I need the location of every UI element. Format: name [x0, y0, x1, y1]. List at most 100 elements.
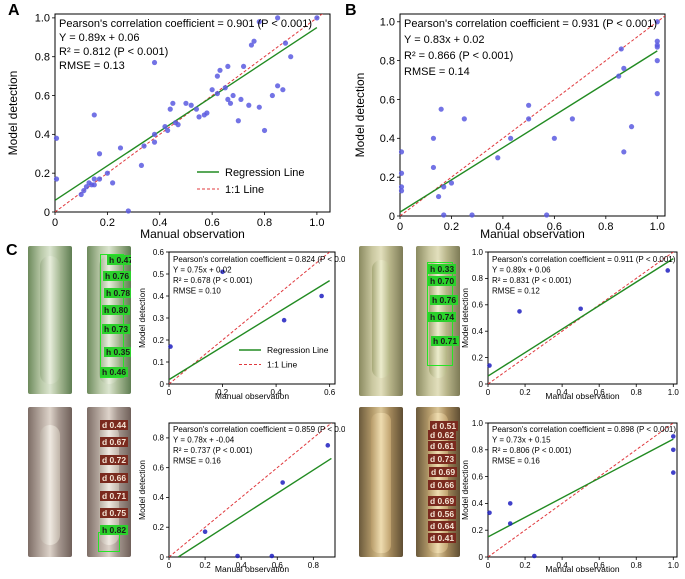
data-point [654, 58, 660, 64]
data-point [507, 501, 513, 506]
data-point [438, 106, 444, 112]
data-point [202, 529, 208, 534]
data-point [165, 127, 171, 134]
stat-line: Pearson's correlation coefficient = 0.91… [492, 255, 676, 264]
x-tick-label: 0.4 [495, 221, 510, 233]
legend-regression-label: Regression Line [225, 167, 305, 179]
x-axis-label: Manual observation [545, 391, 619, 401]
y-tick-label: 0.4 [153, 493, 165, 502]
data-point [461, 116, 467, 122]
data-point [544, 212, 550, 218]
detection-label: h 0.73 [102, 324, 131, 334]
data-point [441, 184, 447, 190]
identity-line [169, 423, 333, 557]
y-tick-label: 0.4 [153, 292, 165, 301]
data-point [275, 83, 281, 89]
data-point [188, 102, 194, 108]
x-tick-label: 0.6 [594, 388, 606, 397]
x-tick-label: 0.2 [519, 561, 531, 570]
data-point [204, 110, 210, 116]
detection-label: h 0.46 [100, 367, 129, 377]
y-tick-label: 0.8 [380, 55, 395, 67]
detection-label: d 0.41 [428, 533, 457, 543]
y-tick-label: 0.1 [153, 358, 165, 367]
x-axis-label: Manual observation [215, 564, 289, 574]
data-point [256, 104, 262, 110]
x-tick-label: 0.4 [152, 217, 167, 229]
data-point [435, 193, 442, 200]
data-point [281, 317, 287, 323]
detection-label: d 0.66 [100, 473, 129, 483]
stat-line: Y = 0.73x + 0.15 [492, 436, 551, 445]
regression-line [177, 457, 332, 557]
detection-label: h 0.33 [428, 264, 457, 274]
detection-label: h 0.78 [104, 288, 131, 298]
data-point [551, 135, 557, 141]
data-point [430, 135, 437, 141]
detection-label: d 0.72 [100, 455, 129, 465]
x-tick-label: 0.4 [236, 561, 248, 570]
x-tick-label: 1.0 [668, 388, 680, 397]
x-tick-label: 0.8 [257, 217, 272, 229]
panel-label-b: B [345, 2, 357, 19]
detection-label: h 0.35 [104, 347, 131, 357]
data-point [162, 123, 168, 130]
data-point [628, 124, 635, 130]
data-point [175, 122, 181, 128]
regression-line [488, 438, 674, 538]
chart-c3: 0 0.2 0.4 0.6 0.8 0 0.2 0.4 0.6 0.8 Manual observa… [137, 422, 345, 574]
x-tick-label: 0.6 [204, 217, 219, 229]
data-point [151, 139, 158, 145]
data-point [83, 184, 90, 190]
data-point [151, 59, 158, 66]
detection-label: d 0.66 [428, 480, 457, 490]
identity-line [488, 423, 675, 557]
detection-label: d 0.71 [100, 491, 129, 501]
y-axis-label: Model detection [137, 288, 147, 348]
data-point [117, 145, 124, 151]
detection-label: h 0.76 [103, 271, 131, 281]
wheat-photo-1-detected: h 0.47 h 0.76 h 0.78 h 0.80 h 0.73 h 0.3… [87, 246, 131, 394]
stat-line: Pearson's correlation coefficient = 0.85… [173, 425, 345, 434]
stat-line: R² = 0.866 (P < 0.001) [404, 50, 513, 62]
plot-frame [399, 13, 666, 217]
data-point [261, 127, 268, 134]
y-tick-label: 0.2 [380, 172, 395, 184]
identity-line [169, 252, 331, 384]
x-tick-label: 1.0 [650, 221, 665, 233]
data-point [569, 116, 575, 122]
data-point [78, 191, 84, 198]
y-tick-label: 0.2 [153, 523, 165, 532]
y-tick-label: 1.0 [472, 248, 484, 257]
detection-label: d 0.67 [100, 437, 129, 447]
x-tick-label: 0 [486, 561, 491, 570]
y-tick-label: 0.2 [472, 526, 484, 535]
data-point [288, 54, 294, 60]
y-tick-label: 1.0 [380, 17, 395, 29]
stat-line: RMSE = 0.16 [173, 457, 221, 466]
detection-label: h 0.71 [431, 336, 460, 346]
x-tick-label: 0.6 [324, 388, 336, 397]
stat-line: R² = 0.812 (P < 0.001) [59, 46, 168, 58]
data-point [225, 63, 231, 70]
data-point [325, 443, 331, 448]
regression-line [55, 27, 318, 201]
y-tick-label: 0 [160, 553, 165, 562]
detection-label: d 0.75 [100, 508, 129, 518]
y-tick-label: 0.6 [153, 248, 165, 257]
data-point [230, 92, 236, 99]
data-point [654, 91, 660, 97]
x-tick-label: 0.6 [272, 561, 284, 570]
data-point [578, 306, 583, 312]
data-point [526, 102, 532, 108]
y-tick-label: 0.4 [472, 499, 484, 508]
y-tick-label: 0.6 [472, 301, 484, 310]
plot-frame [487, 251, 678, 385]
wheat-photo-3-original [28, 407, 72, 557]
data-point [398, 149, 405, 155]
data-point [517, 309, 522, 314]
y-tick-label: 0.6 [380, 94, 395, 106]
data-point [616, 73, 622, 79]
data-point [110, 180, 116, 186]
stat-line: Pearson's correlation coefficient = 0.82… [173, 255, 345, 264]
